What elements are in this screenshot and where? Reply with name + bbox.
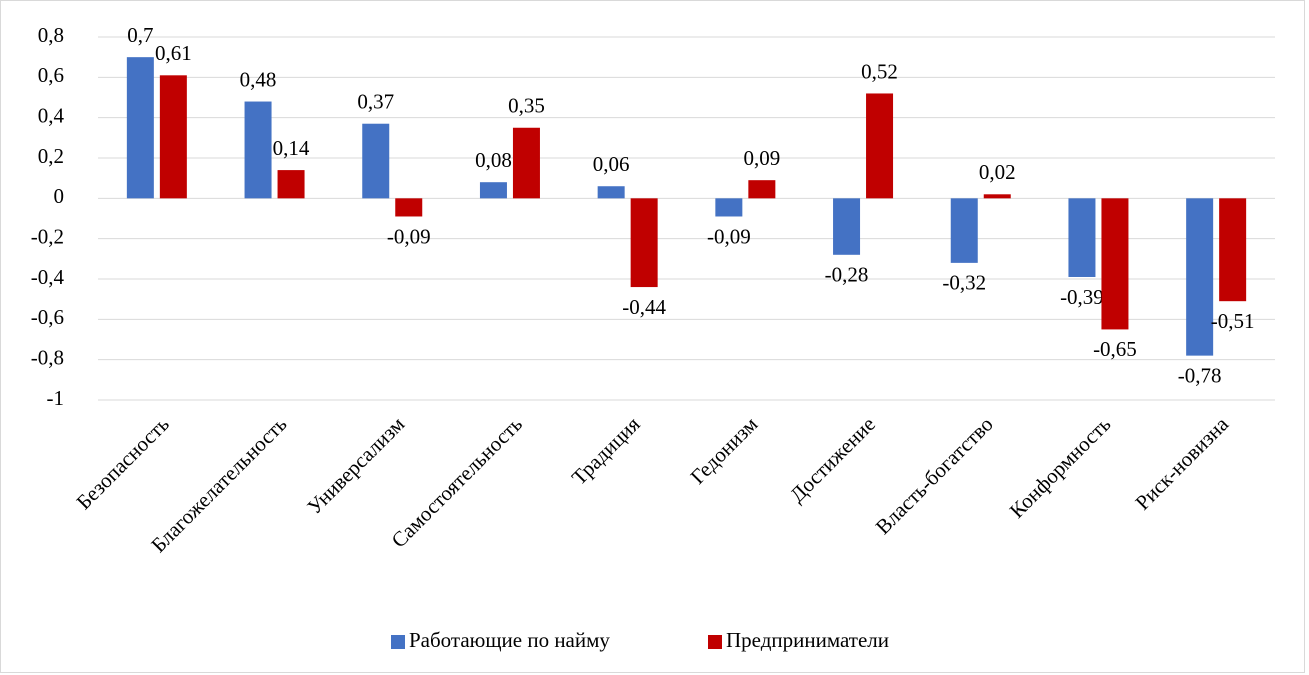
- value-label: -0,09: [387, 224, 431, 248]
- bar: [866, 93, 894, 199]
- bar: [715, 198, 743, 217]
- bar: [512, 127, 540, 199]
- bar: [159, 75, 187, 199]
- legend-swatch: [708, 635, 722, 649]
- bar: [950, 198, 978, 263]
- value-label: 0,52: [861, 59, 898, 83]
- bar: [277, 170, 305, 199]
- bar: [630, 198, 658, 288]
- bar: [1101, 198, 1129, 330]
- y-tick-label: 0,6: [38, 63, 64, 87]
- value-label: 0,61: [155, 41, 192, 65]
- value-label: -0,78: [1178, 363, 1222, 387]
- bar: [362, 123, 390, 199]
- legend-swatch: [391, 635, 405, 649]
- value-label: -0,09: [707, 224, 751, 248]
- bar: [833, 198, 861, 255]
- bar: [983, 194, 1011, 199]
- value-label: -0,44: [622, 295, 666, 319]
- value-label: -0,51: [1211, 309, 1255, 333]
- value-label: -0,28: [825, 263, 869, 287]
- y-tick-label: 0,4: [38, 103, 65, 127]
- legend-label: Работающие по найму: [409, 628, 610, 652]
- y-tick-label: -0,8: [31, 345, 64, 369]
- bar: [126, 57, 154, 199]
- y-tick-label: -0,4: [31, 265, 65, 289]
- value-label: 0,7: [127, 23, 153, 47]
- value-label: 0,37: [357, 90, 394, 114]
- value-label: 0,06: [593, 152, 630, 176]
- bar: [395, 198, 423, 217]
- value-label: 0,08: [475, 148, 512, 172]
- bar: [748, 180, 776, 199]
- bar: [597, 186, 625, 199]
- value-label: 0,09: [743, 146, 780, 170]
- y-tick-label: -0,2: [31, 224, 64, 248]
- value-label: 0,48: [240, 67, 277, 91]
- bar: [479, 182, 507, 199]
- y-tick-label: 0,2: [38, 144, 64, 168]
- y-tick-label: 0: [54, 184, 65, 208]
- value-label: 0,35: [508, 94, 545, 118]
- value-label: 0,02: [979, 160, 1016, 184]
- bar: [1068, 198, 1096, 277]
- bar: [244, 101, 272, 199]
- value-label: -0,32: [942, 271, 986, 295]
- y-tick-label: -1: [47, 386, 65, 410]
- value-label: -0,39: [1060, 285, 1104, 309]
- y-tick-label: 0,8: [38, 23, 64, 47]
- value-label: 0,14: [273, 136, 310, 160]
- bar: [1186, 198, 1214, 356]
- value-label: -0,65: [1093, 337, 1137, 361]
- legend-label: Предприниматели: [726, 628, 889, 652]
- bar: [1219, 198, 1247, 302]
- y-tick-label: -0,6: [31, 305, 64, 329]
